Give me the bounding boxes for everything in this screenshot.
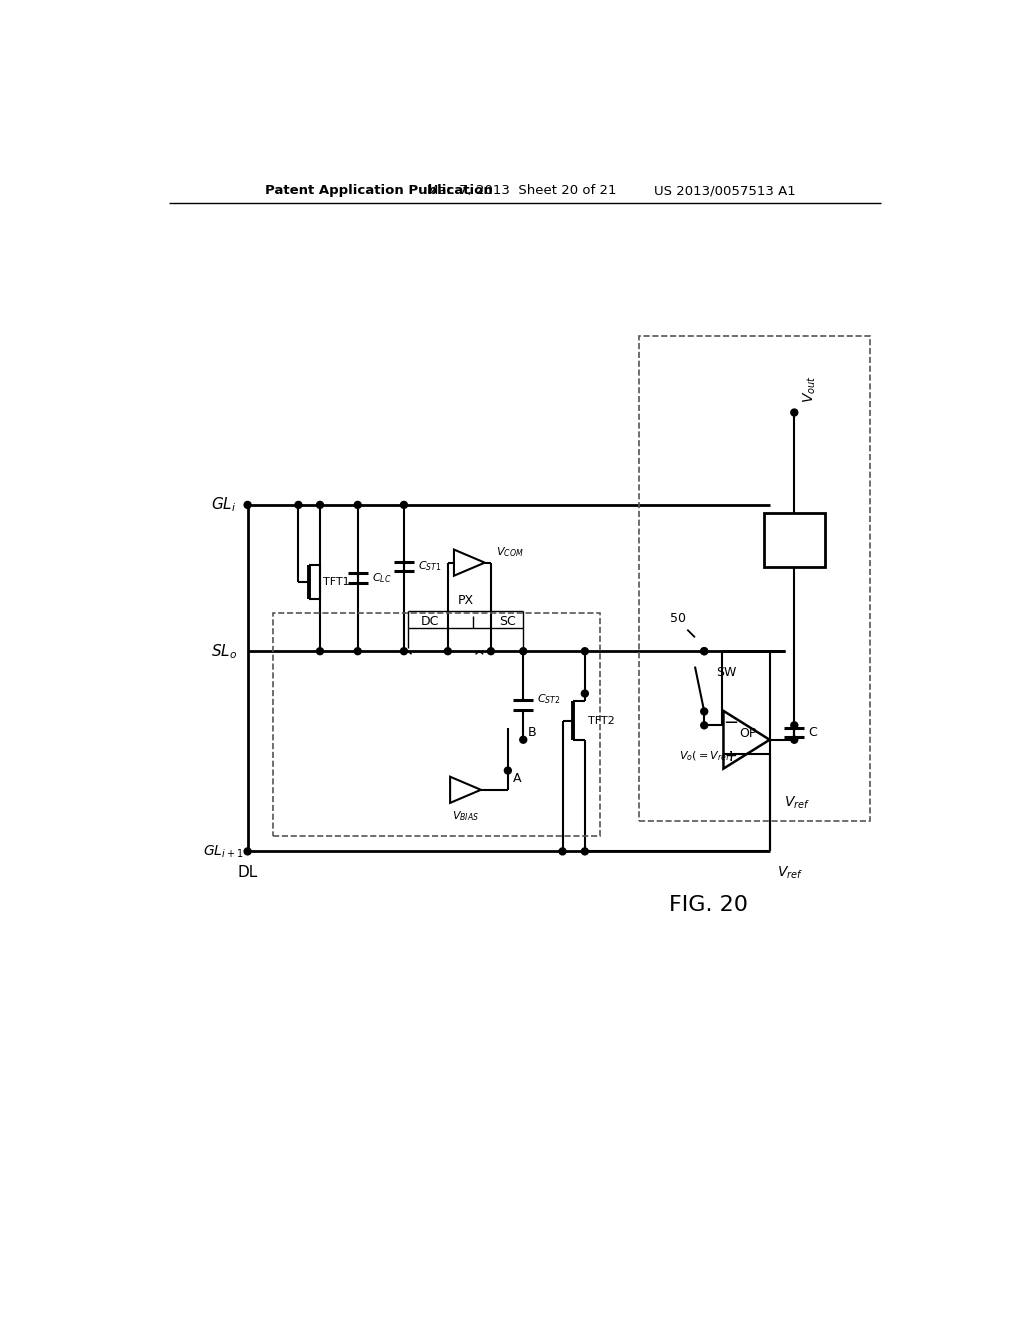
Text: A: A — [513, 772, 521, 785]
Circle shape — [316, 648, 324, 655]
Text: Patent Application Publication: Patent Application Publication — [265, 185, 494, 197]
Circle shape — [700, 648, 708, 655]
Bar — [273, 612, 600, 836]
Circle shape — [487, 648, 495, 655]
Text: +: + — [725, 748, 737, 764]
Circle shape — [700, 708, 708, 715]
Text: OP: OP — [739, 727, 757, 741]
Text: $C_{LC}$: $C_{LC}$ — [372, 572, 391, 585]
Text: 50: 50 — [670, 612, 685, 626]
Circle shape — [520, 737, 526, 743]
Text: ADC: ADC — [779, 532, 809, 546]
Circle shape — [582, 690, 589, 697]
Bar — [764, 512, 825, 566]
Text: C: C — [808, 726, 817, 739]
Text: TFT2: TFT2 — [588, 715, 614, 726]
Circle shape — [791, 737, 798, 743]
Text: $C_{ST2}$: $C_{ST2}$ — [538, 692, 561, 706]
Text: $V_o(=V_{ref})$: $V_o(=V_{ref})$ — [679, 750, 733, 763]
Circle shape — [505, 767, 511, 774]
Text: $GL_i$: $GL_i$ — [211, 495, 236, 515]
Text: DC: DC — [421, 615, 439, 628]
Circle shape — [400, 648, 408, 655]
Text: $V_{out}$: $V_{out}$ — [802, 376, 818, 403]
Circle shape — [295, 502, 302, 508]
Circle shape — [582, 648, 589, 655]
Text: FIG. 20: FIG. 20 — [669, 895, 748, 915]
Text: $V_{ref}$: $V_{ref}$ — [783, 795, 810, 810]
Circle shape — [316, 502, 324, 508]
Circle shape — [700, 648, 708, 655]
Text: $C_{ST1}$: $C_{ST1}$ — [418, 560, 441, 573]
Text: PX: PX — [458, 594, 473, 607]
Circle shape — [354, 648, 361, 655]
Text: $SL_o$: $SL_o$ — [211, 642, 237, 660]
Circle shape — [791, 722, 798, 729]
Text: B: B — [528, 726, 537, 739]
Circle shape — [400, 502, 408, 508]
Text: Mar. 7, 2013  Sheet 20 of 21: Mar. 7, 2013 Sheet 20 of 21 — [427, 185, 616, 197]
Text: SW: SW — [717, 667, 737, 680]
Text: $V_{BIAS}$: $V_{BIAS}$ — [452, 809, 479, 822]
Text: −: − — [724, 714, 738, 733]
Text: SC: SC — [499, 615, 515, 628]
Circle shape — [444, 648, 452, 655]
Text: TFT1: TFT1 — [323, 577, 349, 587]
Circle shape — [244, 502, 251, 508]
Circle shape — [582, 847, 589, 855]
Text: US 2013/0057513 A1: US 2013/0057513 A1 — [654, 185, 796, 197]
Bar — [639, 335, 869, 821]
Circle shape — [700, 722, 708, 729]
Circle shape — [244, 847, 251, 855]
Circle shape — [354, 502, 361, 508]
Text: $GL_{i+1}$: $GL_{i+1}$ — [203, 843, 244, 859]
Text: DL: DL — [238, 866, 258, 880]
Text: $V_{ref}$: $V_{ref}$ — [777, 865, 804, 882]
Circle shape — [791, 409, 798, 416]
Text: $V_{COM}$: $V_{COM}$ — [496, 545, 523, 558]
Circle shape — [520, 648, 526, 655]
Circle shape — [559, 847, 566, 855]
